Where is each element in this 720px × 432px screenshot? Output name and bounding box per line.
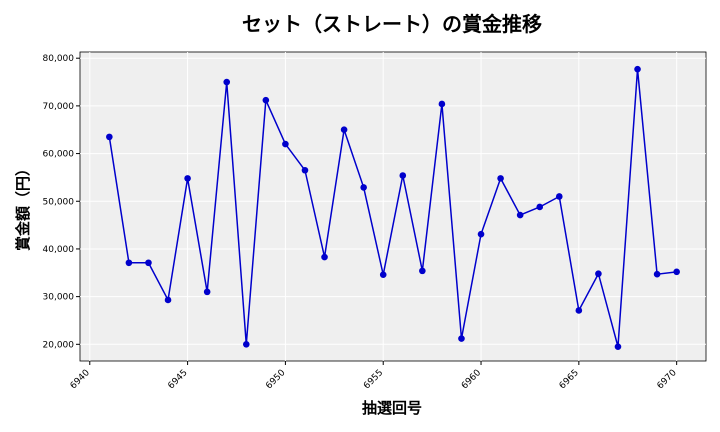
x-tick-label: 6940 — [69, 368, 92, 391]
data-point — [106, 133, 113, 141]
data-point — [282, 140, 289, 148]
data-point — [399, 172, 407, 179]
data-point — [458, 335, 465, 342]
data-point — [673, 268, 680, 276]
data-point — [595, 270, 602, 278]
x-tick-label: 6955 — [362, 368, 385, 391]
data-point — [125, 259, 133, 267]
y-tick-label: 80,000 — [43, 54, 75, 64]
data-point — [477, 230, 485, 238]
data-point — [321, 253, 328, 261]
y-tick-label: 40,000 — [43, 245, 75, 255]
y-axis-label: 賞金額（円） — [14, 161, 32, 251]
data-point — [379, 271, 387, 278]
data-point — [419, 267, 426, 275]
data-point — [145, 259, 152, 267]
y-tick-label: 20,000 — [43, 340, 75, 350]
data-point — [653, 270, 661, 278]
y-tick-label: 50,000 — [43, 197, 75, 207]
series — [106, 65, 680, 350]
x-tick-label: 6960 — [460, 368, 483, 391]
data-point — [614, 343, 622, 350]
y-tick-label: 30,000 — [43, 293, 75, 303]
data-point — [497, 175, 504, 182]
data-point — [516, 211, 524, 219]
data-point — [575, 307, 583, 314]
x-tick-label: 6950 — [264, 368, 287, 391]
data-point — [340, 126, 348, 134]
data-point — [301, 166, 309, 174]
data-point — [634, 65, 641, 73]
data-point — [184, 175, 191, 182]
x-tick-label: 6945 — [166, 368, 189, 391]
y-tick-label: 60,000 — [43, 150, 75, 160]
data-point — [242, 341, 250, 348]
series-line — [108, 69, 677, 347]
x-tick-label: 6965 — [558, 368, 581, 391]
data-point — [203, 288, 211, 296]
chart-title: セット（ストレート）の賞金推移 — [242, 12, 542, 36]
data-point — [164, 296, 172, 304]
data-point — [555, 193, 563, 200]
x-tick-label: 6970 — [656, 368, 679, 391]
data-point — [536, 203, 544, 211]
x-axis-label: 抽選回号 — [362, 399, 422, 417]
plot-area — [79, 51, 707, 362]
data-point — [438, 100, 446, 108]
data-point — [223, 78, 231, 86]
y-tick-label: 70,000 — [43, 102, 75, 112]
data-point — [262, 96, 270, 104]
data-point — [360, 184, 367, 191]
